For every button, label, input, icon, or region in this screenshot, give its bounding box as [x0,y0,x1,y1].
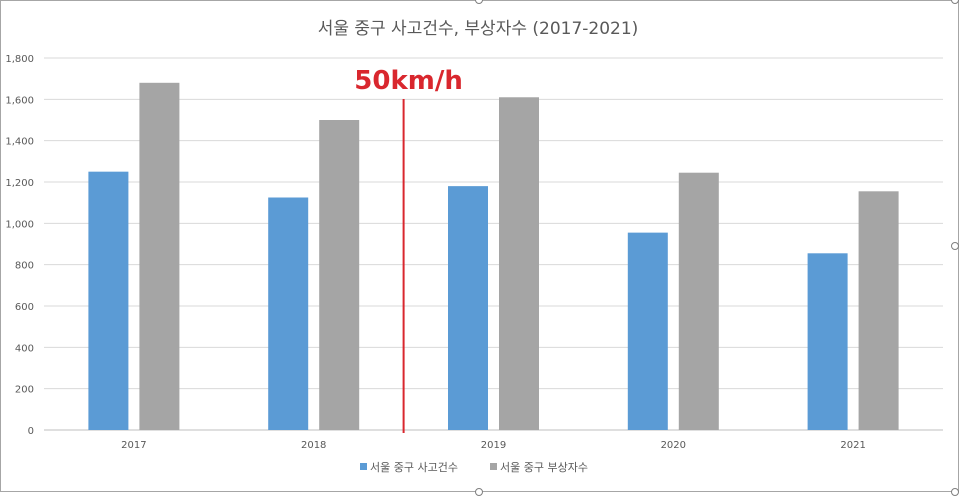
y-tick-label: 1,000 [5,219,34,230]
annotation-label: 50km/h [354,66,463,96]
bar-2020-series-1[interactable] [627,232,668,430]
y-tick-label: 1,400 [5,137,34,148]
chart-title: 서울 중구 사고건수, 부상자수 (2017-2021) [318,19,639,39]
x-tick-label: 2019 [481,440,506,451]
legend-item-2[interactable]: 서울 중구 부상자수 [490,461,588,474]
bar-2017-series-1[interactable] [88,171,129,430]
x-tick-label: 2020 [661,440,686,451]
legend-swatch [360,463,367,470]
x-tick-label: 2017 [121,440,146,451]
y-tick-label: 1,800 [5,54,34,65]
legend-swatch [490,463,497,470]
legend-label: 서울 중구 부상자수 [500,461,588,474]
legend: 서울 중구 사고건수 서울 중구 부상자수 [360,461,588,474]
legend-label: 서울 중구 사고건수 [370,461,458,474]
gridlines [44,57,943,431]
bars [88,82,899,431]
y-tick-label: 600 [15,302,34,313]
y-tick-label: 0 [28,426,34,437]
annotation: 50km/h [354,66,463,433]
bar-2019-series-2[interactable] [499,97,539,431]
x-tick-label: 2021 [840,440,865,451]
bar-2017-series-2[interactable] [139,82,180,431]
bar-2021-series-2[interactable] [858,191,899,430]
bar-2021-series-1[interactable] [807,253,848,430]
bar-2019-series-1[interactable] [448,186,488,430]
x-axis-ticks: 2017 2018 2019 2020 2021 [121,440,866,451]
legend-item-1[interactable]: 서울 중구 사고건수 [360,461,458,474]
y-tick-label: 400 [15,343,34,354]
y-tick-label: 800 [15,261,34,272]
bar-2018-series-1[interactable] [268,197,309,431]
y-tick-label: 1,200 [5,178,34,189]
y-axis-ticks: 0 200 400 600 800 1,000 1,200 1,400 1,600 1,800 [5,54,34,437]
bar-2018-series-2[interactable] [319,120,360,430]
y-tick-label: 200 [15,385,34,396]
x-tick-label: 2018 [301,440,326,451]
bar-2020-series-2[interactable] [678,172,719,430]
y-tick-label: 1,600 [5,95,34,106]
